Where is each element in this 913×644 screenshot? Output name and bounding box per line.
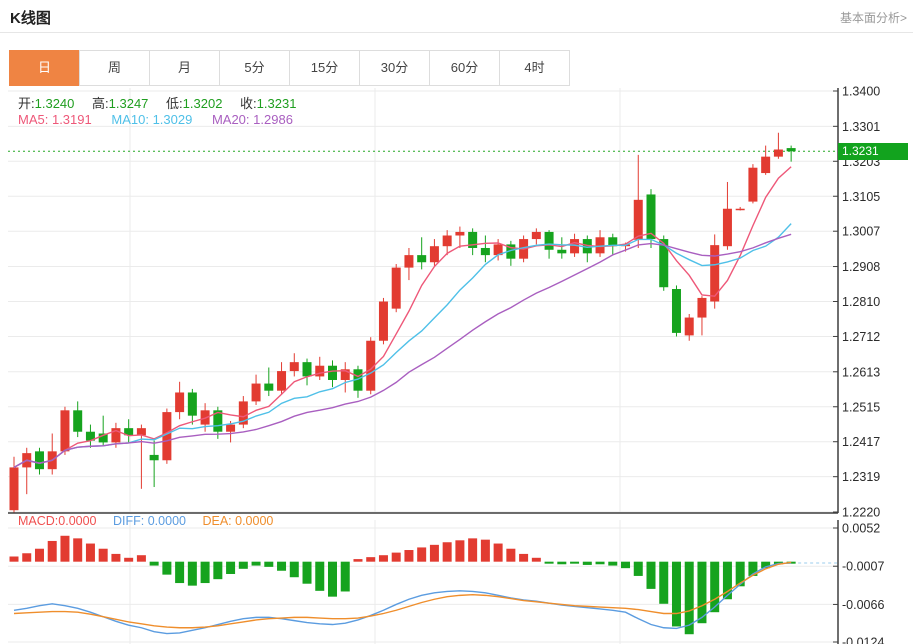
tab-日[interactable]: 日 <box>9 50 80 86</box>
last-price-badge: 1.3231 <box>838 142 908 160</box>
high-value: 1.3247 <box>108 96 149 111</box>
open-label: 开: <box>18 96 35 111</box>
fundamental-analysis-link[interactable]: 基本面分析> <box>839 11 907 25</box>
svg-text:1.2712: 1.2712 <box>842 330 880 344</box>
page-title: K线图 <box>10 10 51 27</box>
svg-text:1.2810: 1.2810 <box>842 295 880 309</box>
svg-text:1.3301: 1.3301 <box>842 120 880 134</box>
close-label: 收: <box>240 96 257 111</box>
ma-readout: MA5: 1.3191 MA10: 1.3029 MA20: 1.2986 <box>18 112 309 127</box>
svg-text:1.3105: 1.3105 <box>842 190 880 204</box>
svg-text:1.2908: 1.2908 <box>842 260 880 274</box>
tab-周[interactable]: 周 <box>79 50 150 86</box>
svg-text:1.2220: 1.2220 <box>842 506 880 520</box>
close-value: 1.3231 <box>256 96 297 111</box>
low-value: 1.3202 <box>182 96 223 111</box>
svg-text:1.2319: 1.2319 <box>842 470 880 484</box>
low-label: 低: <box>166 96 183 111</box>
ma5-value: MA5: 1.3191 <box>18 112 92 127</box>
macd-readout: MACD:0.0000 DIFF: 0.0000 DEA: 0.0000 <box>18 514 286 528</box>
diff-value: DIFF: 0.0000 <box>113 514 186 528</box>
svg-text:1.3007: 1.3007 <box>842 225 880 239</box>
svg-text:1.2515: 1.2515 <box>842 400 880 414</box>
svg-text:0.0052: 0.0052 <box>842 522 880 536</box>
svg-text:-0.0007: -0.0007 <box>842 560 884 574</box>
header-divider <box>0 32 913 33</box>
ma10-value: MA10: 1.3029 <box>111 112 193 127</box>
tab-月[interactable]: 月 <box>149 50 220 86</box>
tab-5分[interactable]: 5分 <box>219 50 290 86</box>
tab-60分[interactable]: 60分 <box>429 50 500 86</box>
svg-text:1.2417: 1.2417 <box>842 435 880 449</box>
ma20-value: MA20: 1.2986 <box>211 112 293 127</box>
tab-15分[interactable]: 15分 <box>289 50 360 86</box>
tab-4时[interactable]: 4时 <box>499 50 570 86</box>
open-value: 1.3240 <box>34 96 75 111</box>
svg-text:-0.0124: -0.0124 <box>842 636 884 644</box>
tab-30分[interactable]: 30分 <box>359 50 430 86</box>
macd-value: MACD:0.0000 <box>18 514 97 528</box>
svg-text:-0.0066: -0.0066 <box>842 598 884 612</box>
svg-text:1.3400: 1.3400 <box>842 85 880 99</box>
timeframe-tabs: 日周月 5分 15分 30分 60分 4时 <box>9 50 570 86</box>
dea-value: DEA: 0.0000 <box>202 514 274 528</box>
svg-text:1.2613: 1.2613 <box>842 365 880 379</box>
ohlc-readout: 开:1.3240 高:1.3247 低:1.3202 收:1.3231 <box>18 93 310 112</box>
high-label: 高: <box>92 96 109 111</box>
